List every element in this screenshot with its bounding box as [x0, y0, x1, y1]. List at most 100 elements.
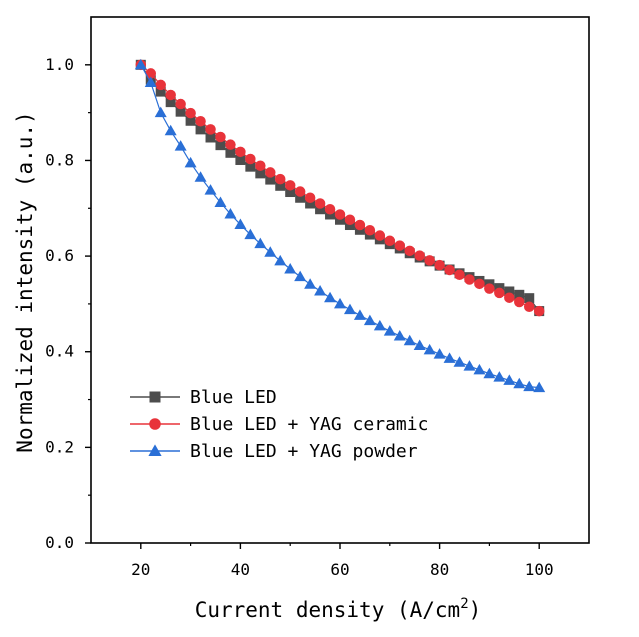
legend-item: Blue LED + YAG powder: [130, 441, 418, 462]
x-tick-label: 80: [430, 560, 449, 579]
data-point: [363, 314, 376, 326]
legend: Blue LED Blue LED + YAG ceramic Blue LED +…: [130, 387, 428, 462]
data-point: [184, 156, 197, 168]
series-line: [140, 64, 540, 312]
series-2: [135, 59, 545, 317]
legend-label: Blue LED + YAG powder: [190, 441, 418, 462]
data-point: [423, 343, 436, 355]
data-point: [393, 329, 406, 341]
data-point: [504, 286, 515, 297]
data-point: [334, 209, 346, 220]
data-point: [493, 371, 506, 382]
data-point: [474, 278, 485, 290]
data-point: [255, 168, 266, 179]
data-point: [214, 196, 227, 208]
data-point: [175, 106, 186, 117]
data-point: [274, 173, 286, 185]
legend-item: Blue LED + YAG ceramic: [130, 414, 428, 435]
data-point: [234, 218, 247, 230]
data-point: [354, 219, 366, 231]
data-point: [215, 131, 226, 143]
series-layer: [134, 58, 546, 393]
series-1: [135, 59, 545, 317]
data-point: [315, 204, 326, 215]
data-point: [265, 174, 276, 185]
y-axis: 0.0 0.2 0.4 0.6 0.8 1.0: [45, 55, 91, 552]
data-point: [155, 79, 166, 91]
data-point: [284, 263, 297, 274]
data-point: [235, 154, 246, 165]
data-point: [314, 284, 327, 296]
data-point: [524, 293, 535, 304]
data-point: [364, 225, 376, 236]
data-point: [433, 348, 446, 359]
data-point: [285, 187, 296, 198]
data-point: [494, 287, 505, 299]
data-point: [413, 339, 426, 351]
data-point: [335, 214, 345, 225]
data-point: [254, 237, 267, 249]
y-tick-label: 0.2: [45, 437, 74, 456]
data-point: [144, 76, 157, 88]
data-point: [473, 363, 486, 375]
data-point: [165, 97, 176, 108]
data-point: [274, 254, 287, 266]
data-point: [195, 124, 206, 135]
data-point: [194, 171, 207, 182]
data-point: [205, 124, 216, 135]
data-point: [245, 161, 256, 172]
y-axis-label: Normalized intensity (a.u.): [13, 111, 37, 452]
data-point: [454, 269, 465, 280]
data-point: [304, 278, 317, 289]
legend-marker: [148, 444, 162, 456]
data-point: [155, 86, 166, 97]
y-tick-label: 0.8: [45, 150, 74, 169]
legend-item: Blue LED: [130, 387, 277, 408]
data-point: [185, 107, 196, 119]
data-point: [374, 230, 386, 241]
data-point: [513, 377, 526, 389]
data-point: [205, 132, 216, 143]
legend-label: Blue LED + YAG ceramic: [190, 414, 428, 435]
y-tick-label: 0.0: [45, 533, 74, 552]
data-point: [185, 115, 196, 126]
data-point: [314, 198, 326, 209]
data-point: [235, 146, 246, 158]
data-point: [504, 292, 515, 303]
x-tick-label: 40: [231, 560, 250, 579]
y-tick-label: 0.4: [45, 342, 74, 361]
data-point: [533, 381, 546, 393]
x-tick-label: 100: [525, 560, 554, 579]
data-point: [324, 203, 336, 215]
y-tick-label: 0.6: [45, 246, 74, 265]
data-point: [294, 186, 306, 197]
data-point: [225, 147, 236, 158]
data-point: [464, 274, 475, 285]
data-point: [165, 89, 176, 101]
data-point: [514, 296, 525, 308]
data-point: [265, 167, 276, 178]
data-point: [403, 334, 416, 346]
data-point: [134, 58, 147, 70]
data-point: [284, 180, 296, 191]
data-point: [424, 255, 435, 266]
data-point: [394, 240, 406, 251]
data-point: [145, 68, 157, 79]
data-point: [295, 192, 306, 203]
data-point: [275, 180, 286, 191]
data-point: [245, 153, 256, 165]
data-point: [523, 380, 536, 392]
data-point: [344, 220, 355, 231]
data-point: [343, 303, 356, 315]
data-point: [164, 124, 177, 136]
data-point: [255, 160, 266, 171]
legend-label: Blue LED: [190, 387, 277, 408]
data-point: [414, 250, 425, 261]
data-point: [434, 259, 445, 271]
x-axis-label-main: Current density (A/cm: [195, 598, 461, 622]
series-line: [140, 64, 540, 389]
data-point: [483, 367, 496, 379]
data-point: [443, 352, 456, 363]
data-point: [225, 139, 236, 150]
